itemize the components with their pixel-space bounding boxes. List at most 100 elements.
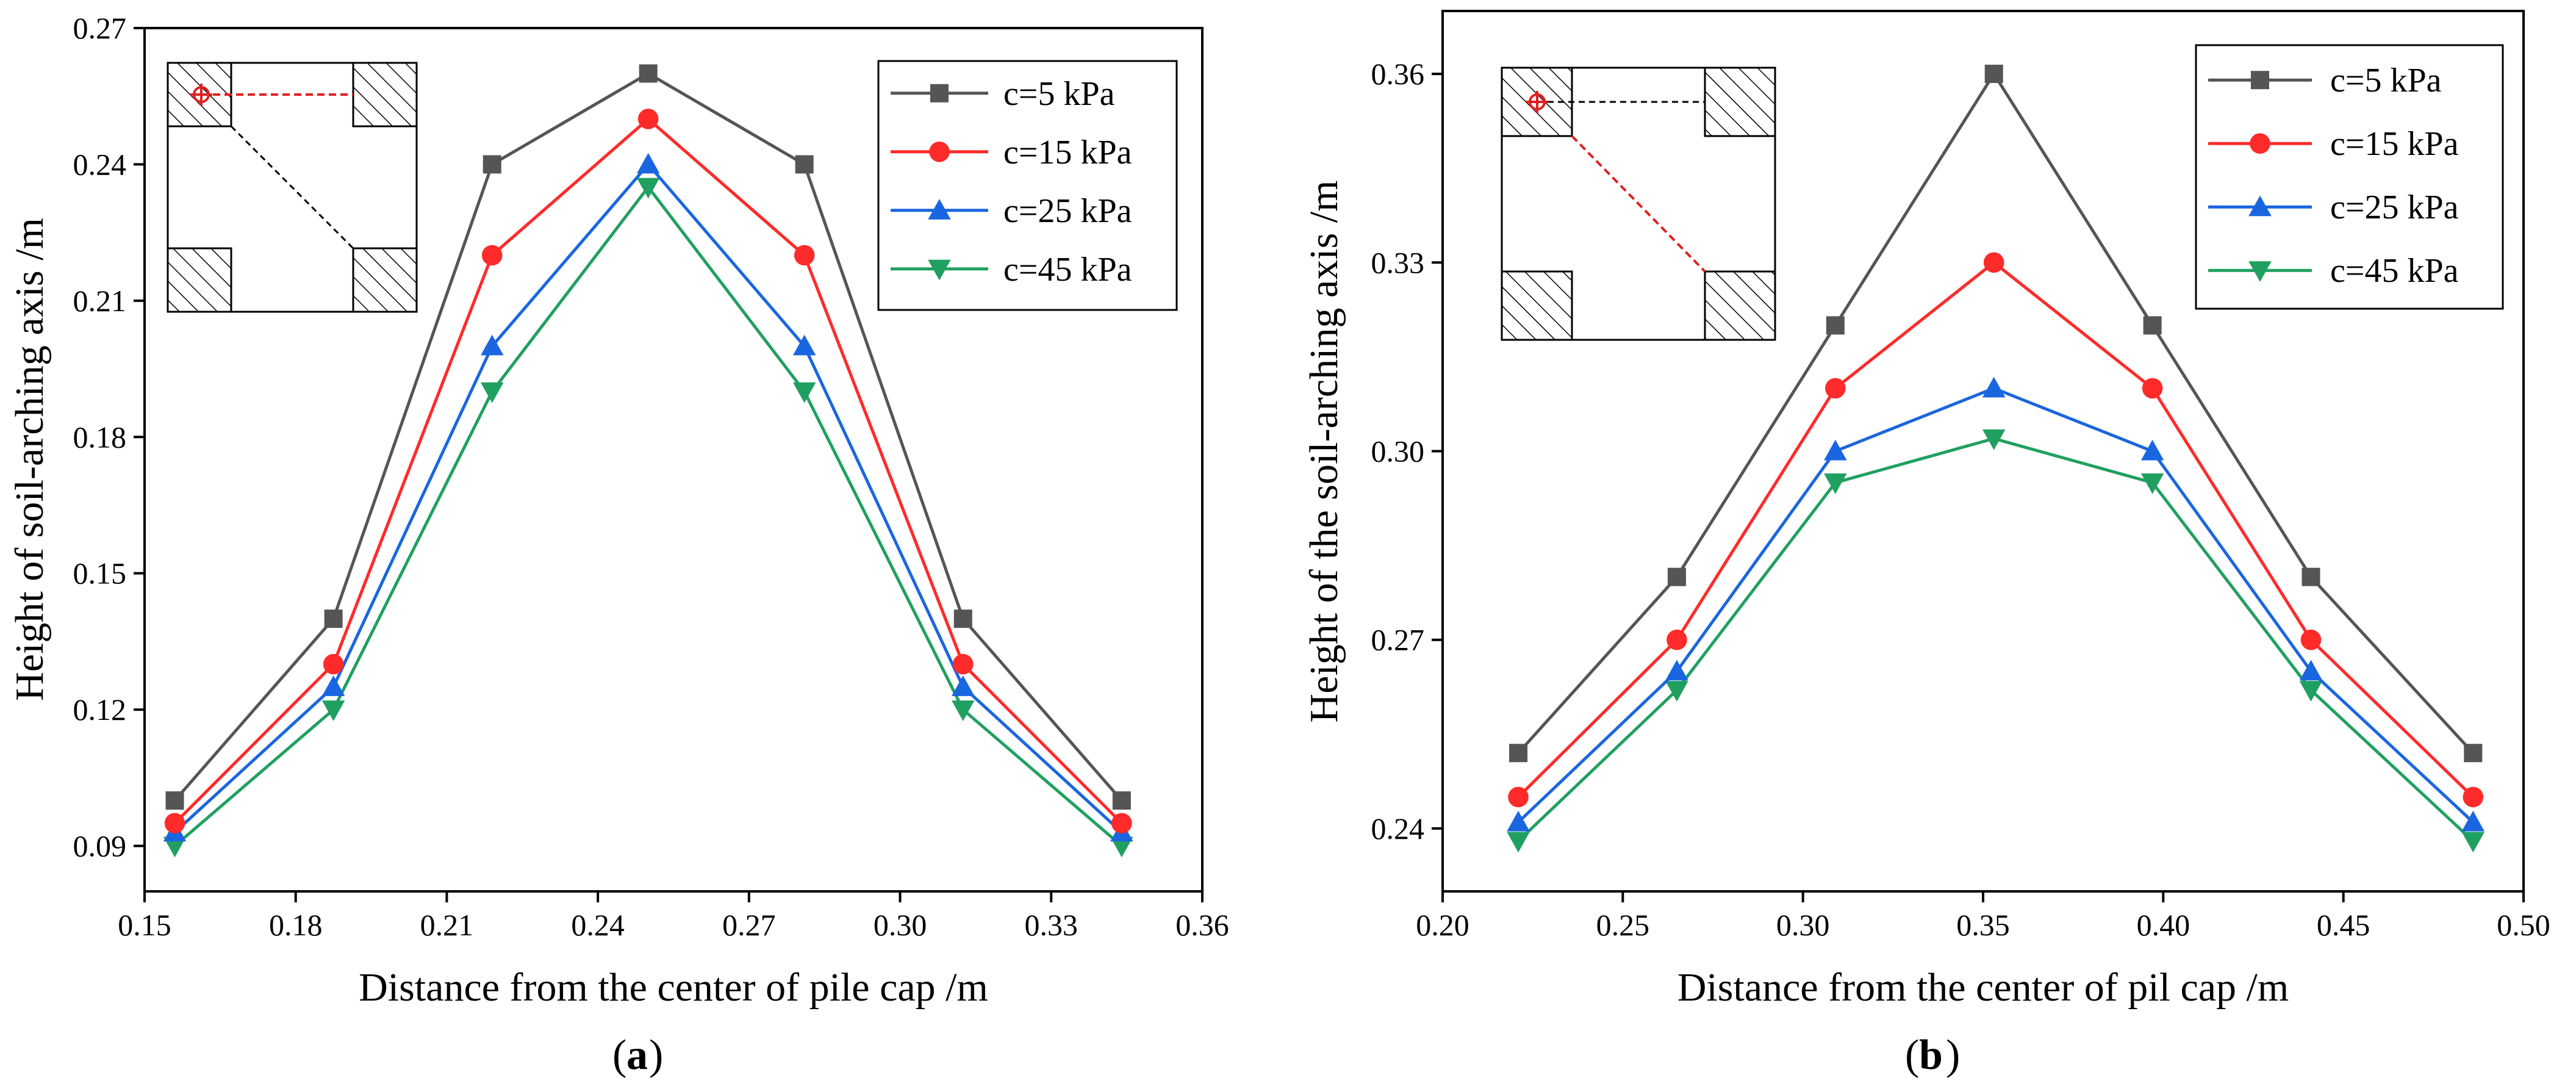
legend-marker [930,84,949,102]
x-tick-label: 0.27 [722,908,776,942]
y-tick-label: 0.09 [73,829,127,863]
x-axis-title-a: Distance from the center of pile cap /m [359,965,988,1010]
legend-item: c=5 kPa [891,75,1115,113]
svg-text:): ) [1946,1032,1960,1079]
legend-item: c=25 kPa [2208,189,2459,226]
legend-label: c=25 kPa [1003,192,1132,230]
data-point [2140,473,2164,494]
data-point [483,155,501,174]
legend-marker [2251,71,2269,90]
x-axis-title-b: Distance from the center of pil cap /m [1677,965,2289,1010]
legend-label: c=45 kPa [2330,252,2459,290]
legend-item: c=45 kPa [891,251,1132,289]
series-line [1517,437,2475,843]
x-tick-label: 0.30 [874,908,927,942]
data-point [2463,786,2484,808]
y-tick-label: 0.12 [73,692,127,727]
legend-marker [2248,261,2272,282]
x-tick-label: 0.30 [1776,908,1830,942]
data-point [2461,832,2485,853]
data-point [2300,629,2322,650]
data-point [636,178,660,199]
data-point [2302,567,2320,586]
data-point [952,675,975,696]
y-axis-title-a: Height of soil-arching axis /m [7,218,52,701]
data-point [1509,744,1528,763]
legend-label: c=25 kPa [2330,189,2459,226]
legend-b: c=5 kPa c=15 kPa c=25 kPa c=45 kPa [2195,44,2504,310]
data-point [637,109,659,129]
data-point [164,813,185,834]
data-point [163,836,187,858]
legend-item: c=45 kPa [2208,252,2459,290]
data-point [1982,429,2006,450]
data-point [2299,660,2323,681]
red-dashed-path-b [1571,135,1706,273]
data-point [324,610,343,628]
x-tick-label: 0.36 [1175,908,1229,942]
data-point [321,700,345,721]
data-point [2142,378,2163,399]
data-point [2464,744,2483,763]
plot-frame-a [143,27,1204,893]
legend-marker [2248,195,2272,217]
series-line [1517,386,2475,824]
legend-label: c=15 kPa [2330,125,2459,163]
series-c15 [1508,252,2484,808]
legend-item: c=5 kPa [2208,62,2442,99]
x-ticks-a: 0.15 0.18 0.21 0.24 0.27 0.30 0.33 0.36 [118,891,1229,942]
data-point [1824,473,1847,494]
series-c25 [1507,376,2485,832]
data-point [794,245,815,266]
data-point [323,653,344,675]
pile-cap-bottom-left-b [1501,270,1573,341]
panel-letter-b: b [1919,1032,1943,1079]
data-point [481,245,503,266]
svg-text:): ) [649,1032,663,1079]
x-tick-label: 0.35 [1956,908,2010,942]
data-point [2461,810,2485,832]
legend-item: c=15 kPa [2208,125,2459,163]
y-tick-label: 0.27 [73,11,127,45]
data-point [1982,376,2006,398]
legend-marker [928,259,951,281]
legend-item: c=25 kPa [891,192,1132,230]
y-axis-title-b: Height of the soil-arching axis /m [1302,181,1346,723]
x-tick-label: 0.20 [1416,908,1469,942]
y-tick-label: 0.18 [73,420,127,454]
series-c45 [1507,429,2485,853]
data-point [1507,810,1530,832]
data-point [1112,791,1131,810]
legend-box-b [2195,44,2504,310]
legend-a: c=5 kPa c=15 kPa c=25 kPa c=45 kPa [877,60,1178,311]
legend-label: c=15 kPa [1003,134,1132,171]
series-c5 [1509,65,2483,763]
x-tick-label: 0.40 [2137,908,2190,942]
svg-text:(: ( [1905,1032,1919,1079]
inset-schematic-a [167,62,418,313]
data-point [795,155,814,174]
data-point [952,700,975,721]
data-point [2299,681,2323,702]
black-dashed-path [230,125,354,250]
data-point [2140,439,2164,461]
panel-letter-a: a [626,1032,648,1079]
data-point [480,382,504,403]
y-tick-label: 0.15 [73,556,127,591]
x-tick-label: 0.24 [571,908,625,942]
legend-label: c=5 kPa [2330,62,2442,99]
data-point [792,334,816,356]
chart-panel-a: 0.15 0.18 0.21 0.24 0.27 0.30 0.33 0.36 0.09 0.1… [7,11,1229,1079]
y-tick-label: 0.33 [1371,245,1425,279]
panel-label-a: ( a ) [612,1032,663,1079]
data-point [1507,832,1530,853]
data-point [952,653,974,675]
data-point [1984,65,2003,84]
legend-label: c=5 kPa [1003,75,1115,113]
data-point [1983,252,2004,273]
series-line [1517,261,2475,799]
x-tick-label: 0.50 [2497,908,2550,942]
data-point [1110,836,1133,858]
data-point [636,153,660,174]
